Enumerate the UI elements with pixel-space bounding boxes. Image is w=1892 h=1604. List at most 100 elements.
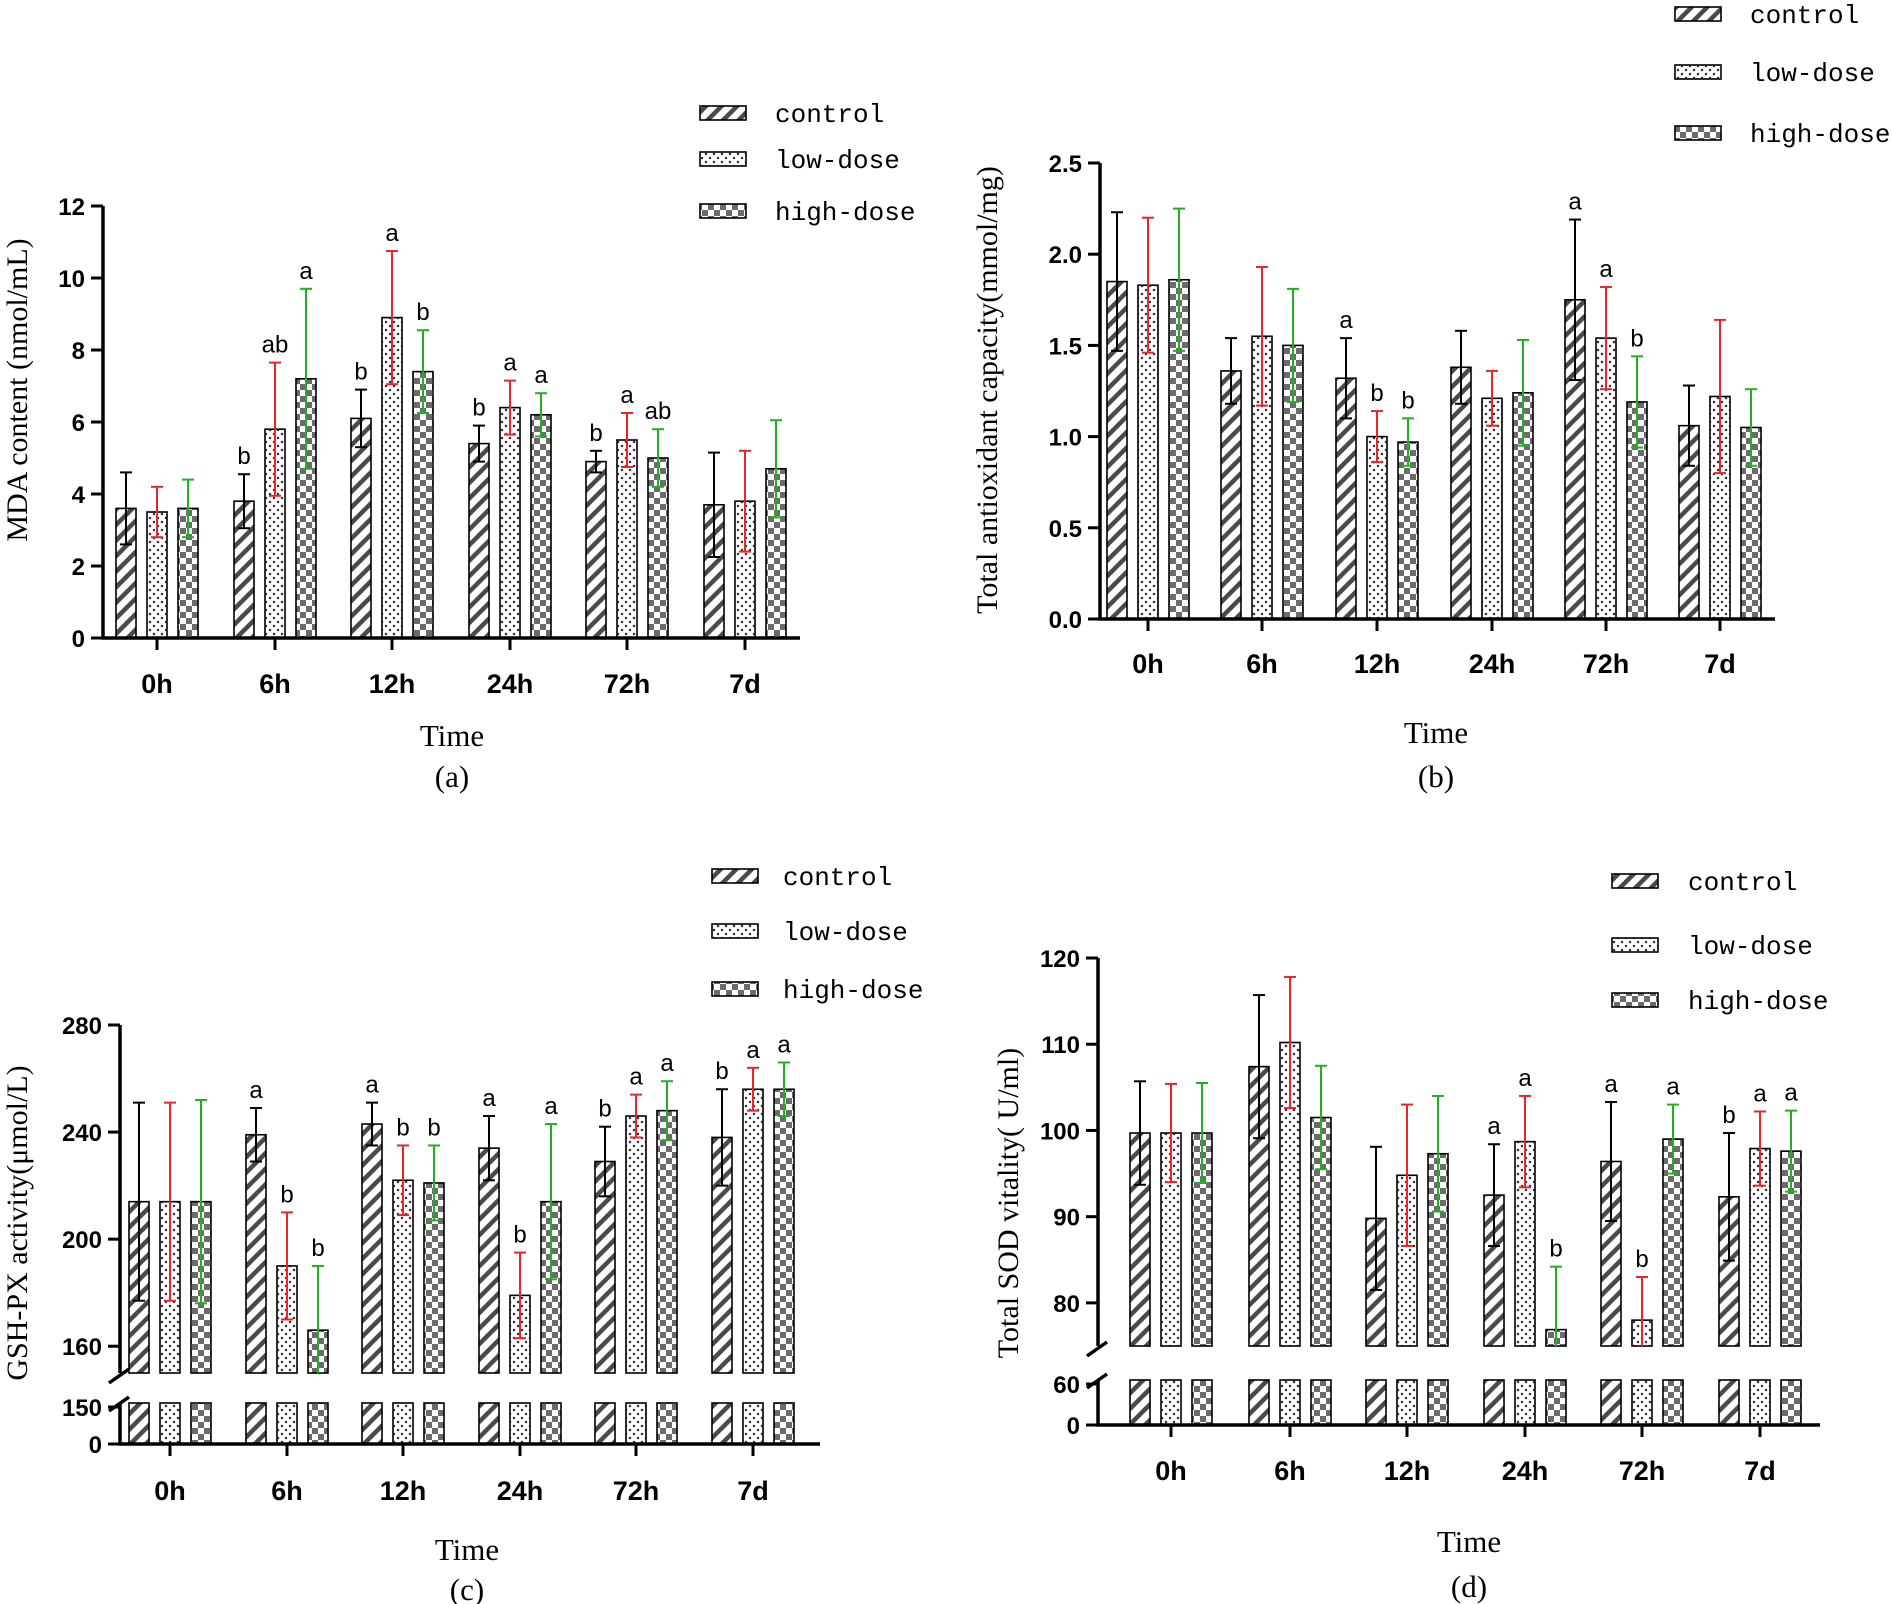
bar-high-dose-24h [530,413,552,639]
x-tick-label-12h: 12h [369,669,416,699]
legend-swatch-low [711,923,759,939]
significance-label-low-dose-6h: b [280,1181,293,1208]
y-tick-label-2.0: 2.0 [1049,242,1082,269]
bar-low-dose-24h [499,406,521,639]
x-tick-label-6h: 6h [1246,649,1278,679]
significance-label-control-6h: a [249,1077,263,1104]
significance-label-high-dose-72h: ab [645,398,672,425]
significance-label-low-dose-72h: a [620,382,634,409]
y-tick-label-80: 80 [1053,1291,1080,1318]
significance-label-control-72h: b [598,1096,611,1123]
legend-label-low: low-dose [783,918,908,948]
bar-lower-low-dose-24h [1514,1379,1536,1426]
legend: control low-dose high-dose [711,863,923,1006]
legend-label-high: high-dose [775,198,915,228]
bar-lower-control-24h [478,1402,500,1445]
y-tick-label-4: 4 [72,482,86,509]
bar-lower-low-dose-72h [1631,1379,1653,1426]
bar-control-6h [245,1133,267,1374]
bar-lower-low-dose-6h [276,1402,298,1445]
significance-label-high-dose-24h: a [534,362,548,389]
legend-swatch-control [1674,6,1722,22]
significance-label-control-7d: b [1722,1102,1735,1129]
bar-lower-high-dose-6h [1310,1379,1332,1426]
x-tick-label-0h: 0h [141,669,173,699]
significance-label-high-dose-72h: b [1630,325,1643,352]
significance-label-high-dose-7d: a [1784,1080,1798,1107]
significance-label-high-dose-24h: a [544,1093,558,1120]
x-tick-label-7d: 7d [1704,649,1736,679]
y-axis-title: GSH-PX activity(μmol/L) [1,1065,34,1380]
significance-label-low-dose-7d: a [1753,1080,1767,1107]
axis-break-mark-lower [107,1395,131,1413]
bar-lower-low-dose-0h [159,1402,181,1445]
x-tick-label-7d: 7d [737,1476,769,1506]
x-tick-label-7d: 7d [1744,1456,1776,1486]
bar-lower-high-dose-72h [1662,1379,1684,1426]
bar-lower-low-dose-12h [1396,1379,1418,1426]
legend-label-low: low-dose [775,146,900,176]
significance-label-low-dose-6h: ab [262,332,289,359]
bar-lower-high-dose-6h [307,1402,329,1445]
bar-lower-control-24h [1483,1379,1505,1426]
significance-label-low-dose-72h: a [1599,256,1613,283]
legend: control low-dose high-dose [1611,868,1828,1017]
y-tick-label-lower-60: 60 [1053,1372,1080,1399]
legend: control low-dose high-dose [1674,1,1890,150]
bar-lower-control-72h [1600,1379,1622,1426]
bar-lower-control-7d [1718,1379,1740,1426]
legend-label-control: control [1750,1,1859,31]
significance-label-low-dose-24h: a [503,350,517,377]
significance-label-high-dose-6h: b [311,1235,324,1262]
bar-lower-low-dose-24h [509,1402,531,1445]
significance-label-high-dose-72h: a [660,1050,674,1077]
significance-label-low-dose-72h: b [1635,1246,1648,1273]
bar-lower-high-dose-0h [1191,1379,1213,1426]
y-tick-label-160: 160 [62,1334,102,1361]
bar-lower-control-72h [594,1402,616,1445]
bar-lower-control-0h [128,1402,150,1445]
y-tick-label-lower-150: 150 [62,1395,102,1422]
y-tick-label-280: 280 [62,1013,102,1040]
bar-lower-low-dose-0h [1160,1379,1182,1426]
legend-swatch-high [1611,992,1659,1008]
x-axis-title: Time [1404,715,1468,750]
y-tick-label-110: 110 [1041,1032,1080,1059]
legend-label-high: high-dose [1750,120,1890,150]
y-tick-label-200: 200 [62,1227,102,1254]
bar-lower-control-6h [245,1402,267,1445]
legend-label-high: high-dose [1688,987,1828,1017]
bar-lower-high-dose-7d [1780,1379,1802,1426]
x-tick-label-0h: 0h [154,1476,186,1506]
legend-label-control: control [775,100,884,130]
bar-low-dose-24h [1481,397,1503,620]
significance-label-high-dose-24h: b [1549,1236,1562,1263]
significance-label-low-dose-24h: b [513,1222,526,1249]
significance-label-control-72h: a [1568,189,1582,216]
panel-label: (d) [1451,1569,1487,1604]
x-axis-title: Time [420,718,484,753]
significance-label-control-72h: b [589,420,602,447]
panel-label: (b) [1418,759,1454,794]
x-tick-label-12h: 12h [1354,649,1401,679]
significance-label-low-dose-12h: a [385,220,399,247]
bar-low-dose-12h [1366,435,1388,620]
y-tick-label-12: 12 [58,194,85,221]
x-tick-label-12h: 12h [380,1476,427,1506]
legend-swatch-low [1611,937,1659,953]
y-tick-label-90: 90 [1053,1205,1080,1232]
x-tick-label-6h: 6h [271,1476,303,1506]
bar-lower-high-dose-0h [190,1402,212,1445]
legend-swatch-high [711,981,759,997]
bar-lower-control-12h [361,1402,383,1445]
legend-label-low: low-dose [1750,59,1875,89]
significance-label-high-dose-12h: b [1401,387,1414,414]
legend: control low-dose high-dose [699,100,915,228]
x-tick-label-12h: 12h [1384,1456,1431,1486]
y-tick-label-100: 100 [1040,1118,1080,1145]
bar-lower-low-dose-12h [392,1402,414,1445]
significance-label-low-dose-12h: b [396,1114,409,1141]
